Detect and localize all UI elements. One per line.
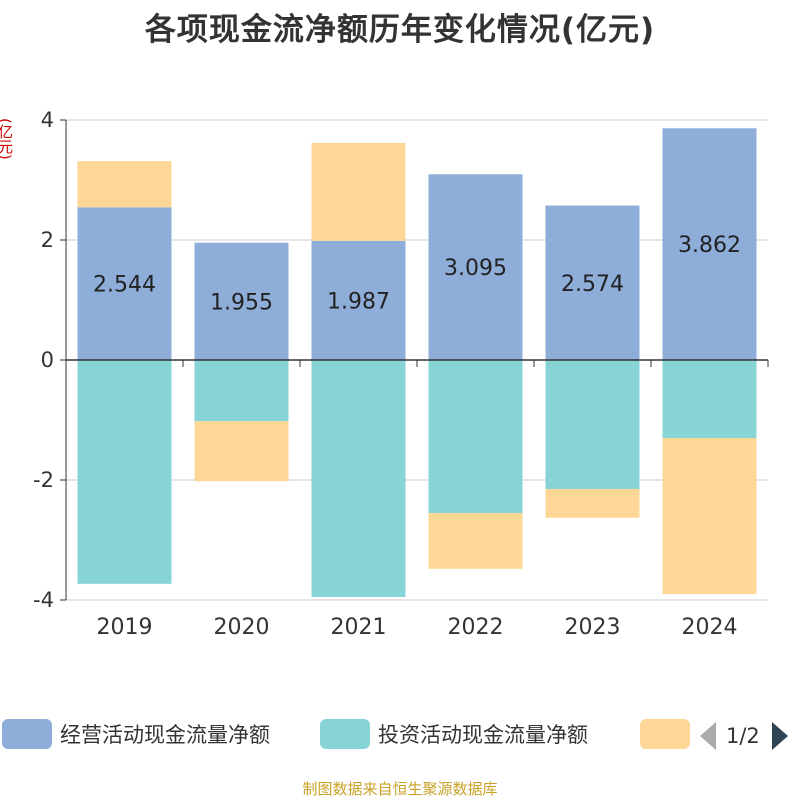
y-tick-label: 2 [41,228,54,252]
bar-2019-series-1 [77,360,172,584]
bar-2023-series-0 [545,205,640,360]
bar-2022-series-0 [428,174,523,360]
bar-2024-series-2 [662,438,757,594]
bar-2021-series-2 [311,142,406,241]
bar-2023-series-1 [545,360,640,489]
bar-2022-series-2 [428,513,523,569]
legend-item-financing[interactable] [640,716,698,752]
bar-2021-series-1 [311,360,406,597]
x-tick-label-2024: 2024 [682,615,738,640]
data-label-2022: 3.095 [444,256,507,281]
legend-label-investing: 投资活动现金流量净额 [378,723,588,747]
bar-2019-series-0 [77,207,172,360]
legend-page-indicator: 1/2 [726,724,760,748]
data-label-2020: 1.955 [210,290,273,315]
x-tick-label-2021: 2021 [331,615,387,640]
chart-title: 各项现金流净额历年变化情况(亿元) [144,12,656,48]
x-tick-label-2020: 2020 [214,615,270,640]
legend-swatch-investing [320,719,370,749]
data-label-2021: 1.987 [327,289,390,314]
x-tick-label-2022: 2022 [448,615,504,640]
legend-label-operating: 经营活动现金流量净额 [60,723,270,747]
data-label-2024: 3.862 [678,233,741,258]
bar-2019-series-2 [77,161,172,208]
y-tick-label: 4 [41,108,54,132]
data-label-2019: 2.544 [93,273,156,298]
bar-2020-series-1 [194,360,289,422]
next-page-icon[interactable] [771,722,788,750]
legend-swatch-operating [2,719,52,749]
bar-2023-series-2 [545,489,640,518]
bar-2021-series-0 [311,240,406,360]
bar-2024-series-0 [662,128,757,360]
bar-2020-series-0 [194,242,289,360]
bar-2022-series-1 [428,360,523,513]
y-tick-label: -2 [33,468,54,492]
legend-item-investing[interactable]: 投资活动现金流量净额 [320,716,588,752]
x-tick-label-2023: 2023 [565,615,621,640]
bar-2020-series-2 [194,421,289,482]
legend-pager: 1/2 [700,716,788,756]
bar-2024-series-1 [662,360,757,438]
prev-page-icon[interactable] [700,722,716,750]
legend-swatch-financing [640,719,690,749]
x-tick-label-2019: 2019 [97,615,153,640]
y-tick-label: 0 [41,348,54,372]
legend-item-operating[interactable]: 经营活动现金流量净额 [2,716,270,752]
data-label-2023: 2.574 [561,272,624,297]
y-tick-label: -4 [33,588,54,612]
y-axis-unit: (亿元) [0,118,14,160]
data-source-note: 制图数据来自恒生聚源数据库 [302,780,498,798]
